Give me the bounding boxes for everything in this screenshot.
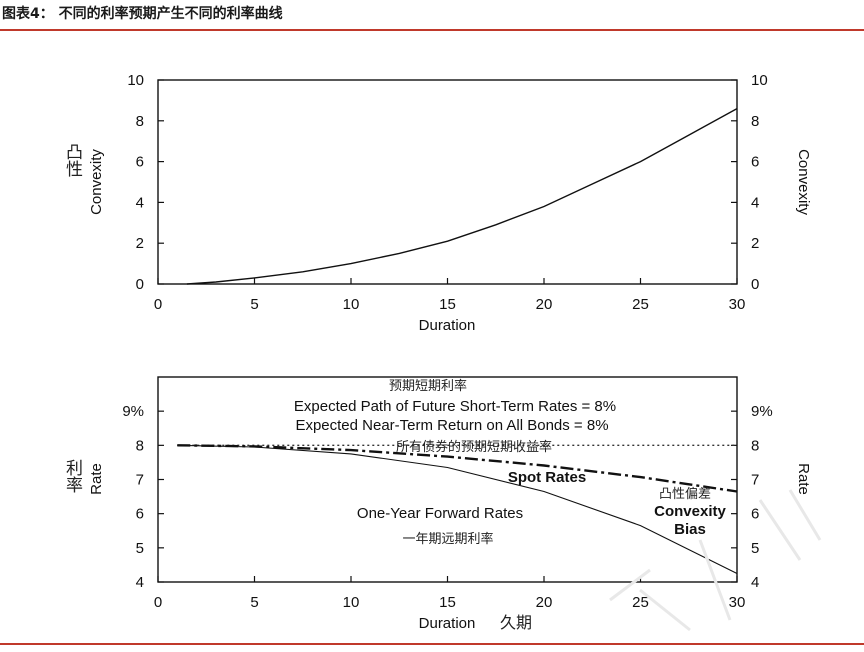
rate-x-tick-label: 25 — [632, 594, 649, 611]
convexity-x-tick-label: 10 — [343, 296, 360, 313]
convexity-y-tick-label: 10 — [127, 72, 144, 89]
convexity-y-tick-label: 4 — [136, 194, 144, 211]
cn-short-term-label: 预期短期利率 — [389, 378, 467, 394]
rate-y-tick-label: 6 — [136, 506, 144, 523]
rate-y-axis-label-cn: 利率 — [62, 459, 83, 493]
rate-y-tick-label-right: 7 — [751, 472, 759, 489]
convexity-chart: 0 5 10 15 20 25 30 0 02 24 46 68 810 10 Duration 凸性 … — [62, 72, 812, 334]
convexity-y-tick-label-right: 2 — [751, 235, 759, 252]
convexity-y-tick-label: 6 — [136, 154, 144, 171]
rate-y-tick-label-right: 8 — [751, 437, 759, 454]
convexity-y-tick-label-right: 6 — [751, 154, 759, 171]
cn-forward-label: 一年期远期利率 — [402, 531, 493, 547]
expected-return-label: Expected Near-Term Return on All Bonds =… — [295, 417, 608, 434]
rate-y-tick-label-right: 5 — [751, 540, 759, 557]
rate-chart: 0 5 10 15 20 25 30 4 4 5 5 6 6 7 7 8 8 9% 9% 预期短期利率 Expec… — [62, 376, 812, 632]
rate-x-tick-label: 20 — [536, 594, 553, 611]
convexity-bias-label-line1: Convexity — [654, 503, 726, 520]
forward-rates-line — [177, 444, 738, 574]
convexity-x-tick-label: 25 — [632, 296, 649, 313]
convexity-curve — [186, 107, 738, 285]
figure-title: 图表4： 不同的利率预期产生不同的利率曲线 — [2, 6, 283, 22]
rate-y-tick-label: 7 — [136, 472, 144, 489]
title-rule — [0, 29, 864, 31]
rate-x-tick-label: 0 — [154, 594, 162, 611]
convexity-bias-label-line2: Bias — [674, 521, 706, 538]
convexity-y-tick-label: 0 — [136, 276, 144, 293]
rate-x-axis-label-cn: 久期 — [500, 613, 532, 632]
watermark-mark — [609, 489, 822, 632]
cn-convexity-bias-label: 凸性偏差 — [659, 487, 711, 502]
rate-y-axis-label-right: Rate — [795, 463, 812, 495]
convexity-y-tick-label-right: 0 — [751, 276, 759, 293]
rate-x-tick-label: 5 — [250, 594, 258, 611]
convexity-x-tick-label: 5 — [250, 296, 258, 313]
forward-rates-label: One-Year Forward Rates — [357, 505, 523, 522]
rate-y-tick-label: 5 — [136, 540, 144, 557]
convexity-y-axis-label-cn: 凸性 — [62, 143, 83, 177]
convexity-plot-frame — [157, 79, 738, 285]
rate-y-tick-label: 9% — [122, 403, 144, 420]
rate-x-tick-label: 15 — [439, 594, 456, 611]
rate-y-tick-label-right: 4 — [751, 574, 759, 591]
cn-all-bonds-label: 所有债券的预期短期收益率 — [396, 439, 552, 455]
convexity-x-tick-label: 0 — [154, 296, 162, 313]
rate-x-tick-label: 10 — [343, 594, 360, 611]
convexity-y-tick-label: 2 — [136, 235, 144, 252]
convexity-x-tick-label: 30 — [729, 296, 746, 313]
rate-y-tick-label-right: 9% — [751, 403, 773, 420]
footer-rule — [0, 643, 864, 645]
rate-x-tick-label: 30 — [729, 594, 746, 611]
convexity-y-tick-label: 8 — [136, 113, 144, 130]
convexity-y-tick-label-right: 4 — [751, 194, 759, 211]
spot-rates-line — [177, 444, 738, 493]
convexity-y-tick-label-right: 10 — [751, 72, 768, 89]
convexity-x-axis-label: Duration — [419, 317, 476, 334]
convexity-x-tick-label: 20 — [536, 296, 553, 313]
rate-y-axis-label: Rate — [88, 463, 105, 495]
convexity-y-tick-label-right: 8 — [751, 113, 759, 130]
rate-x-axis-label: Duration — [419, 615, 476, 632]
rate-y-tick-label-right: 6 — [751, 506, 759, 523]
rate-y-tick-label: 4 — [136, 574, 144, 591]
rate-y-tick-label: 8 — [136, 437, 144, 454]
convexity-y-axis-label-right: Convexity — [795, 149, 812, 215]
expected-path-label: Expected Path of Future Short-Term Rates… — [294, 398, 616, 415]
convexity-y-axis-label: Convexity — [88, 149, 105, 215]
convexity-x-tick-label: 15 — [439, 296, 456, 313]
spot-rates-label: Spot Rates — [508, 469, 586, 486]
